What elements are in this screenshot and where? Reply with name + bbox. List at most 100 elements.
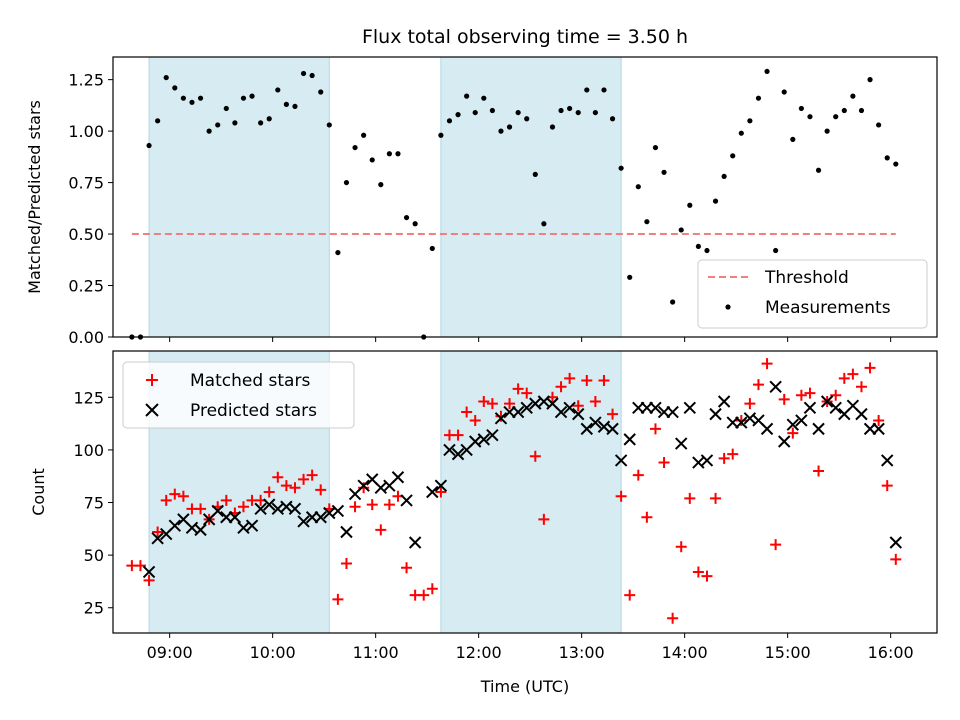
point-dot-0-74	[764, 68, 770, 75]
point-dot-0-13	[240, 95, 247, 101]
point-plus-0-47	[529, 450, 541, 462]
shaded-interval-0	[148, 56, 330, 338]
point-dot-0-16	[266, 116, 272, 122]
point-x-1-1	[151, 532, 164, 545]
shaded-interval-1	[440, 56, 622, 338]
point-x-1-8	[211, 504, 224, 518]
point-dot-0-70	[730, 153, 736, 159]
legend-box	[697, 259, 928, 329]
point-dot-0-8	[197, 95, 204, 101]
point-plus-0-18	[280, 480, 292, 492]
point-dot-0-54	[592, 109, 598, 116]
y-tick-label-0: 0.00	[68, 328, 104, 347]
point-x-1-22	[331, 504, 345, 518]
point-dot-0-6	[180, 95, 186, 101]
point-dot-0-14	[249, 93, 255, 99]
point-plus-0-71	[735, 414, 747, 426]
point-x-1-82	[855, 407, 868, 421]
legend-matched-swatch	[146, 374, 158, 386]
point-dot-0-86	[867, 77, 873, 83]
point-x-1-84	[872, 422, 885, 436]
point-x-1-29	[391, 471, 405, 484]
point-dot-0-57	[618, 165, 624, 171]
point-x-1-72	[769, 380, 782, 393]
point-x-1-58	[649, 401, 662, 415]
point-plus-0-8	[195, 503, 207, 515]
x-tick-label-4: 13:00	[559, 643, 605, 662]
point-plus-0-13	[237, 501, 249, 513]
point-dot-0-41	[481, 95, 487, 101]
x-tick-label-3: 12:00	[456, 643, 502, 662]
point-plus-0-5	[169, 488, 181, 500]
point-plus-0-61	[649, 423, 661, 435]
point-x-1-48	[563, 401, 576, 415]
point-dot-0-83	[841, 107, 847, 114]
point-dot-0-67	[704, 247, 710, 254]
point-plus-0-73	[752, 379, 764, 391]
point-dot-0-87	[876, 122, 882, 128]
point-dot-0-53	[584, 87, 590, 93]
point-dot-0-4	[163, 74, 169, 81]
point-plus-0-55	[598, 374, 610, 386]
point-dot-0-75	[773, 247, 779, 254]
point-dot-0-68	[712, 198, 719, 204]
point-dot-0-28	[369, 157, 375, 163]
point-dot-0-89	[893, 161, 899, 167]
point-x-1-50	[580, 422, 594, 436]
point-x-1-68	[735, 416, 748, 429]
point-dot-0-66	[695, 243, 701, 250]
point-dot-0-22	[318, 89, 324, 95]
point-x-1-23	[340, 525, 353, 539]
point-plus-0-65	[684, 492, 696, 504]
x-tick-label-1: 10:00	[250, 643, 296, 662]
point-plus-0-50	[555, 381, 567, 393]
point-plus-0-4	[160, 494, 172, 506]
point-x-1-47	[554, 405, 568, 419]
point-plus-0-38	[452, 429, 464, 441]
point-x-1-17	[288, 502, 302, 516]
point-dot-0-47	[532, 171, 538, 177]
point-x-1-32	[426, 485, 439, 499]
y-tick-label-1: 50	[84, 546, 104, 565]
point-plus-0-66	[692, 566, 704, 578]
point-plus-0-72	[744, 398, 756, 410]
point-plus-0-59	[632, 469, 644, 481]
point-x-1-20	[314, 511, 327, 524]
legend-threshold-label: Threshold	[764, 268, 849, 288]
point-x-1-86	[889, 536, 903, 549]
point-dot-0-21	[309, 72, 315, 79]
point-x-1-64	[700, 454, 714, 467]
point-dot-0-29	[378, 182, 384, 188]
point-x-1-34	[443, 443, 456, 457]
point-dot-0-84	[850, 93, 856, 99]
x-tick-label-0: 09:00	[147, 643, 193, 662]
point-x-1-71	[760, 422, 774, 436]
x-tick-label-7: 16:00	[868, 643, 914, 662]
bottom-panel: 25 50 75 100 125 09:00 10:00 11:00 12:00 13:00 14:…	[29, 350, 938, 696]
point-x-1-62	[683, 401, 697, 415]
point-plus-0-39	[461, 406, 473, 418]
point-plus-0-28	[366, 499, 378, 511]
point-dot-0-38	[455, 112, 461, 118]
point-plus-0-48	[538, 513, 550, 525]
point-dot-0-35	[429, 245, 435, 252]
point-plus-0-77	[787, 427, 799, 439]
point-dot-0-44	[506, 124, 513, 130]
axes-frame	[112, 56, 938, 338]
point-plus-0-74	[761, 358, 773, 370]
point-plus-0-2	[143, 574, 155, 586]
y-tick-label-5: 1.25	[68, 71, 104, 90]
point-plus-0-62	[658, 457, 670, 469]
point-dot-0-11	[223, 105, 229, 112]
point-plus-0-80	[813, 465, 825, 477]
point-dot-0-42	[489, 107, 495, 114]
point-plus-0-75	[770, 539, 782, 551]
point-dot-0-73	[755, 95, 762, 101]
point-x-1-79	[829, 401, 842, 415]
chart-title: Flux total observing time = 3.50 h	[362, 26, 688, 48]
point-plus-0-78	[795, 389, 807, 401]
point-plus-0-29	[375, 524, 387, 536]
point-dot-0-15	[258, 120, 264, 126]
x-tick-label-2: 11:00	[353, 643, 399, 662]
point-x-1-76	[803, 401, 817, 415]
